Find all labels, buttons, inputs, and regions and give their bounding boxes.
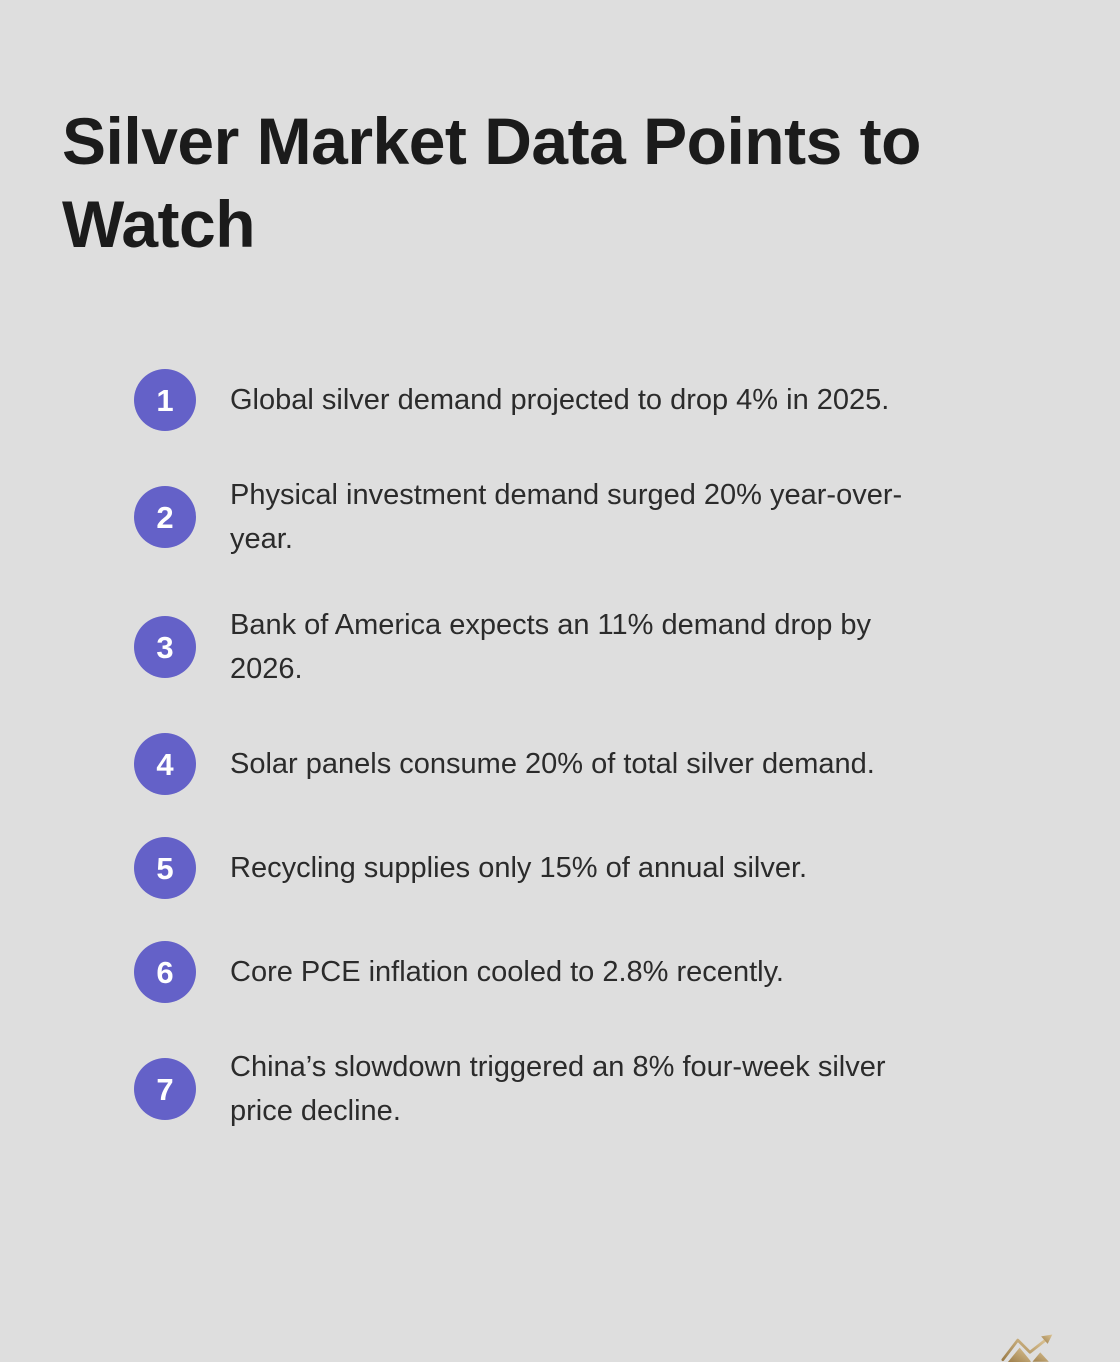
item-text: Core PCE inflation cooled to 2.8% recent… — [230, 956, 784, 988]
list-item: 3 Bank of America expects an 11% demand d… — [134, 603, 1120, 691]
item-number-badge: 4 — [134, 733, 196, 795]
list-item: 6 Core PCE inflation cooled to 2.8% recen… — [134, 941, 1120, 1003]
brand-logo: NRS — [1000, 1332, 1058, 1362]
page-title: Silver Market Data Points to Watch — [62, 104, 921, 261]
list-item: 5 Recycling supplies only 15% of annual s… — [134, 837, 1120, 899]
item-text: Solar panels consume 20% of total silver… — [230, 748, 875, 780]
item-text: Recycling supplies only 15% of annual si… — [230, 852, 808, 884]
item-number-badge: 7 — [134, 1058, 196, 1120]
list-item: 1 Global silver demand projected to drop … — [134, 369, 1120, 431]
list-item: 7 China’s slowdown triggered an 8% four-w… — [134, 1045, 1120, 1133]
item-number-badge: 3 — [134, 616, 196, 678]
list-item: 2 Physical investment demand surged 20% y… — [134, 473, 1120, 561]
item-text: Physical investment demand surged 20% ye… — [230, 479, 903, 555]
item-number-badge: 2 — [134, 486, 196, 548]
item-text: China’s slowdown triggered an 8% four-we… — [230, 1051, 886, 1127]
item-text: Bank of America expects an 11% demand dr… — [230, 609, 872, 685]
data-points-list: 1 Global silver demand projected to drop … — [134, 369, 1120, 1133]
infographic-page: Silver Market Data Points to Watch 1 Glob… — [0, 100, 1120, 1362]
item-text: Global silver demand projected to drop 4… — [230, 384, 890, 416]
mountain-trend-arrow-icon — [1001, 1334, 1057, 1362]
item-number-badge: 6 — [134, 941, 196, 1003]
list-item: 4 Solar panels consume 20% of total silve… — [134, 733, 1120, 795]
item-number-badge: 1 — [134, 369, 196, 431]
item-number-badge: 5 — [134, 837, 196, 899]
